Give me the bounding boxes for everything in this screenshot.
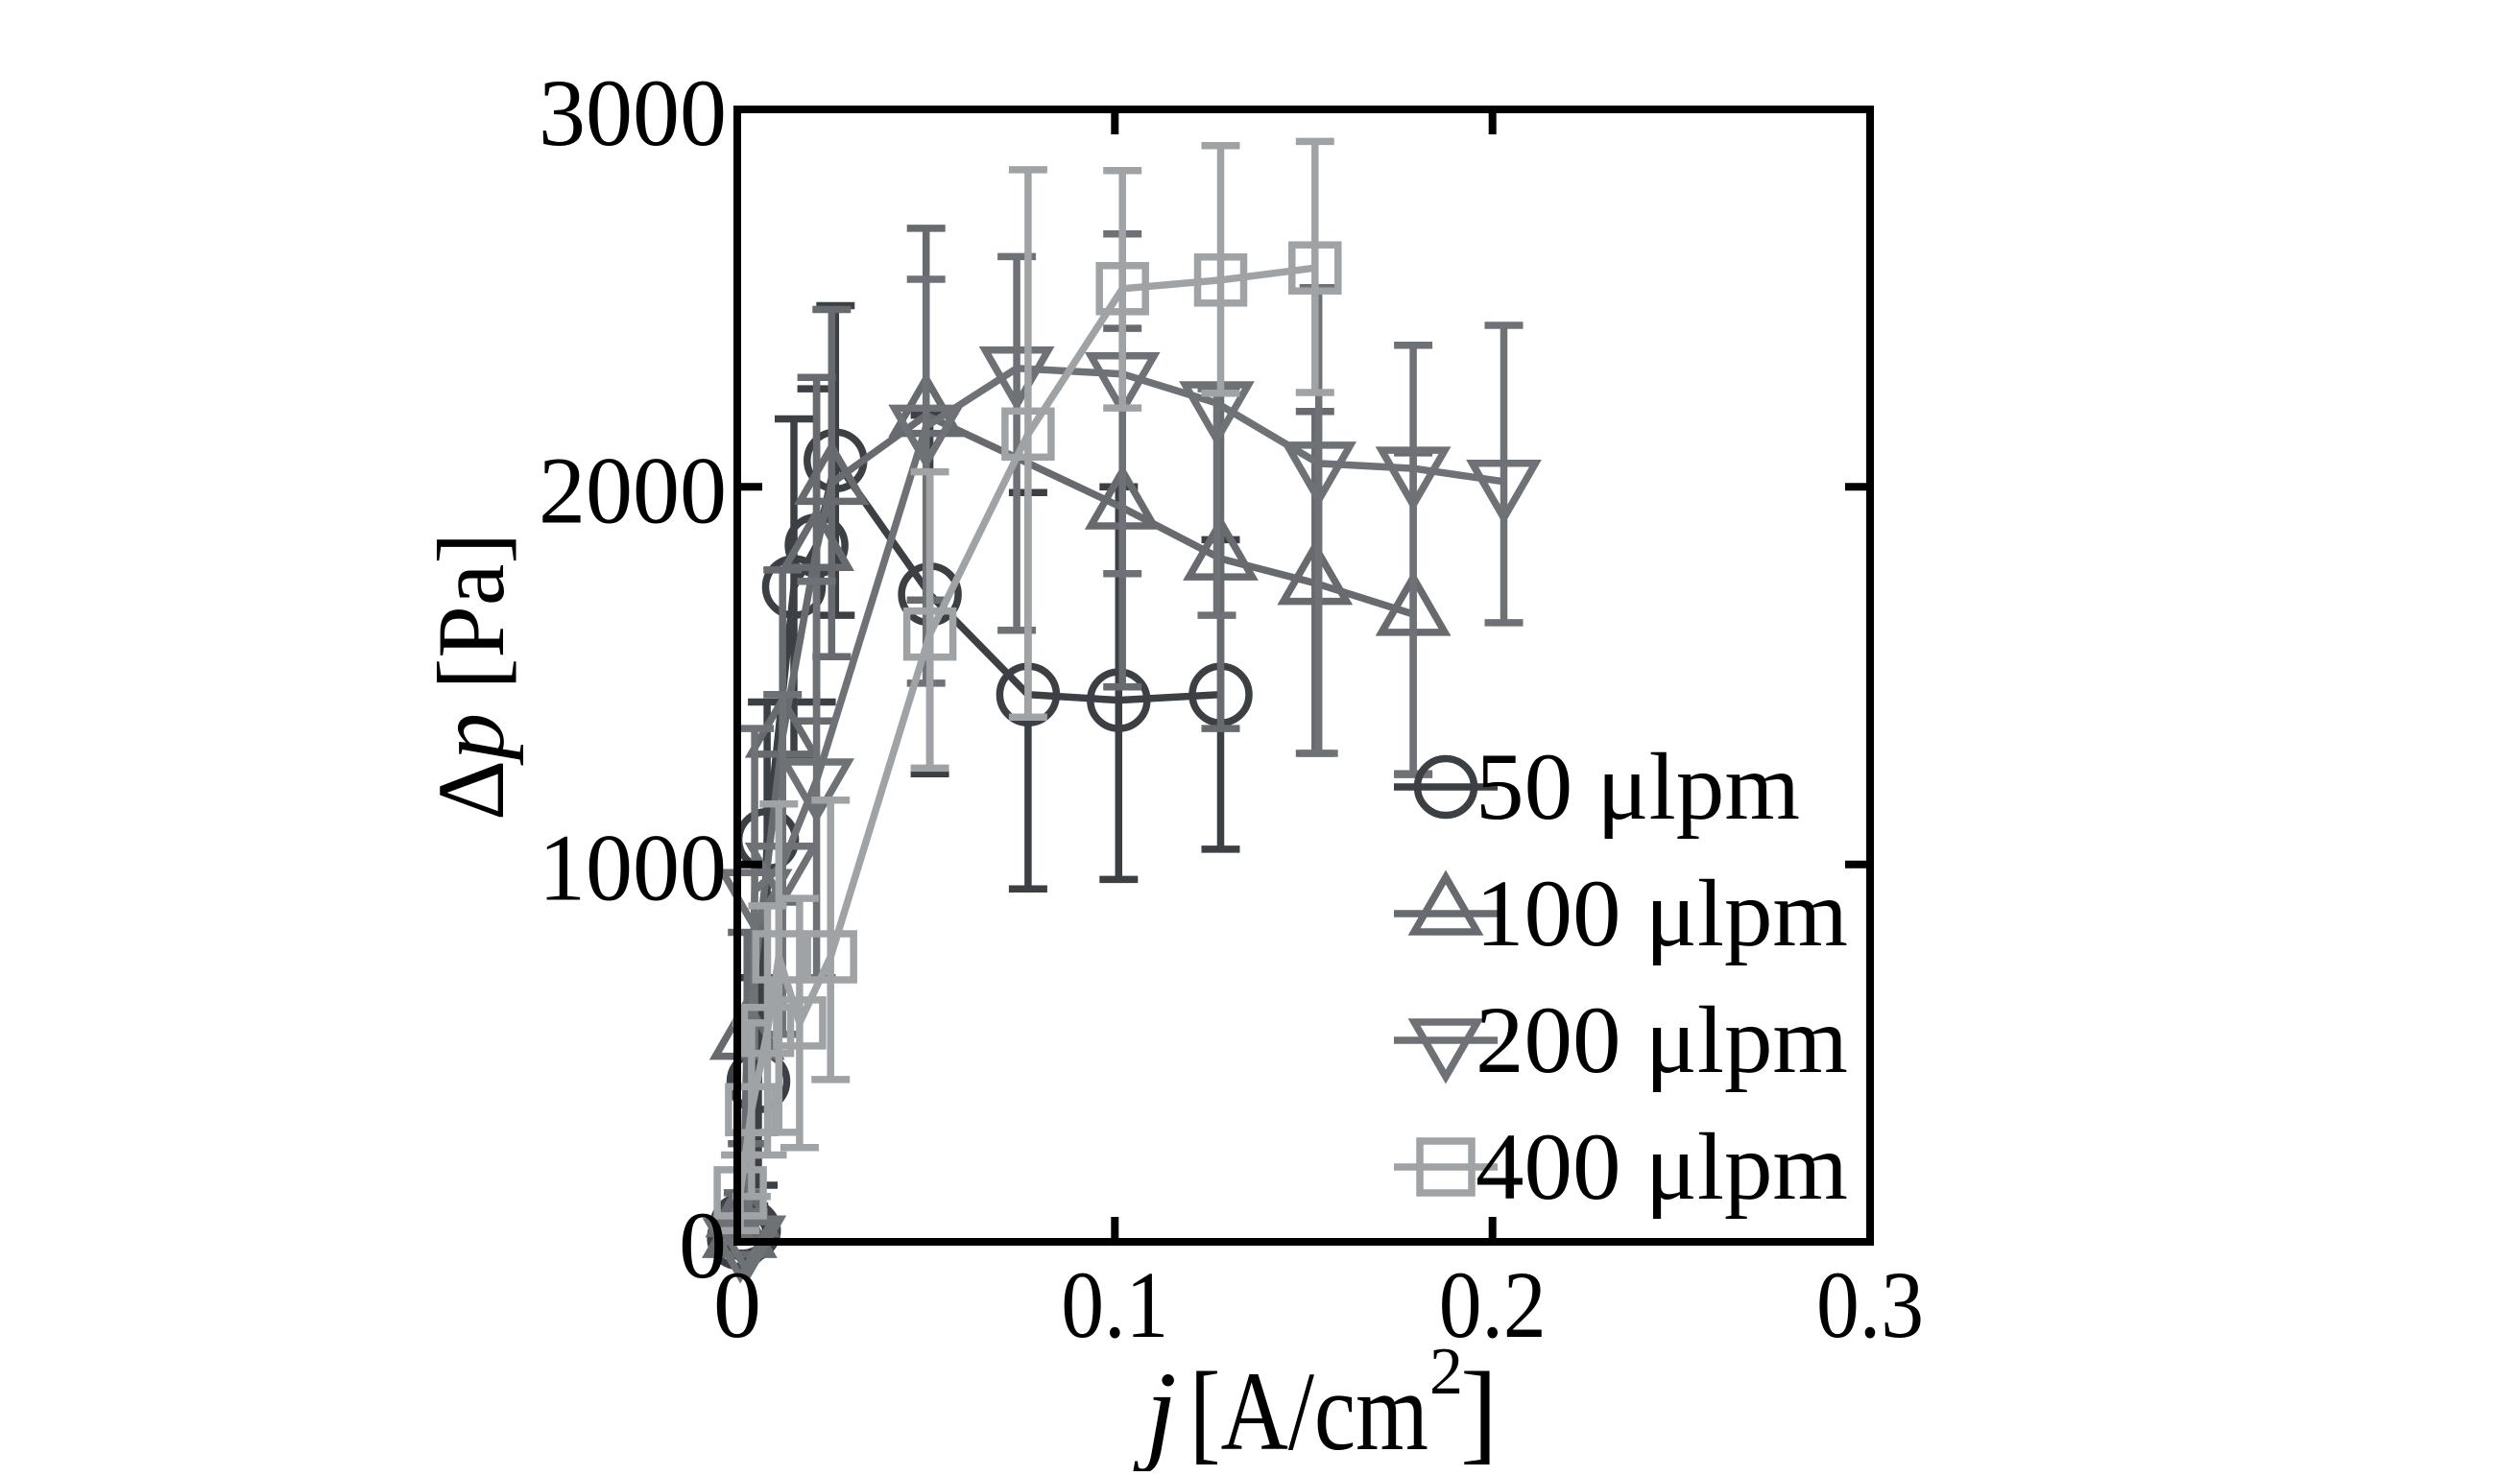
svg-text:200 μlpm: 200 μlpm — [1476, 987, 1848, 1093]
svg-text:100 μlpm: 100 μlpm — [1476, 860, 1848, 966]
svg-text:0.3: 0.3 — [1816, 1251, 1924, 1358]
svg-text:[A/cm: [A/cm — [1189, 1348, 1428, 1471]
svg-text:0.1: 0.1 — [1061, 1251, 1168, 1358]
svg-text:0: 0 — [713, 1251, 761, 1358]
svg-text:400 μlpm: 400 μlpm — [1476, 1113, 1848, 1220]
svg-text:1000: 1000 — [539, 815, 727, 921]
svg-text:0: 0 — [679, 1192, 727, 1298]
svg-text:2000: 2000 — [539, 437, 727, 543]
svg-text:3000: 3000 — [539, 60, 727, 166]
svg-text:2: 2 — [1429, 1335, 1463, 1409]
svg-text:50 μlpm: 50 μlpm — [1476, 733, 1800, 840]
svg-text:Δp [Pa]: Δp [Pa] — [418, 533, 524, 821]
svg-text:]: ] — [1460, 1348, 1498, 1471]
svg-text:0.2: 0.2 — [1439, 1251, 1547, 1358]
